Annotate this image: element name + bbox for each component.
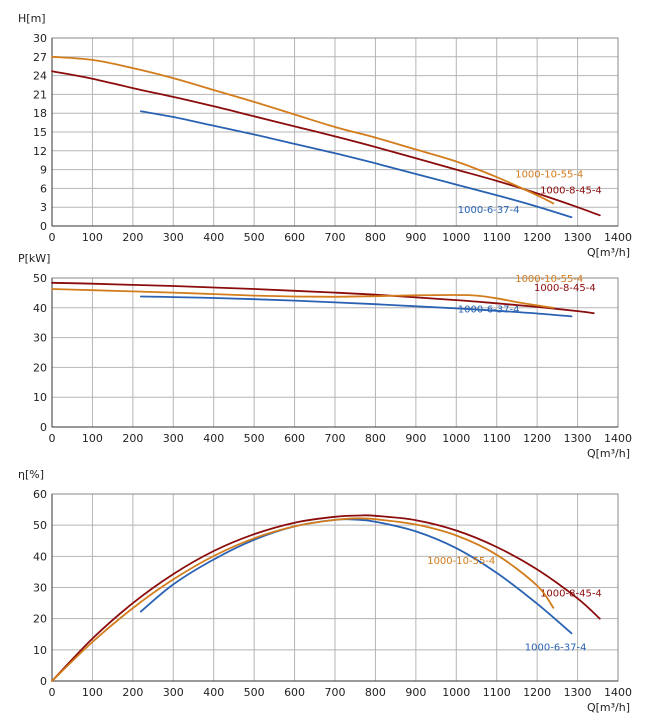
x-axis-label: Q[m³/h] <box>587 246 630 259</box>
x-tick-label: 1100 <box>483 432 511 445</box>
x-tick-label: 1000 <box>442 686 470 699</box>
x-tick-label: 1300 <box>564 231 592 244</box>
y-tick-label: 50 <box>33 519 47 532</box>
y-tick-label: 12 <box>33 145 47 158</box>
y-tick-label: 30 <box>33 582 47 595</box>
y-tick-label: 6 <box>40 182 47 195</box>
x-tick-label: 300 <box>163 432 184 445</box>
x-tick-label: 600 <box>284 432 305 445</box>
series-label-1000-6-37-4: 1000-6-37-4 <box>458 304 520 315</box>
x-tick-label: 1100 <box>483 231 511 244</box>
x-tick-label: 0 <box>49 432 56 445</box>
series-label-1000-6-37-4: 1000-6-37-4 <box>458 205 520 216</box>
x-tick-label: 900 <box>405 231 426 244</box>
x-tick-label: 800 <box>365 686 386 699</box>
x-tick-label: 100 <box>82 231 103 244</box>
y-tick-label: 9 <box>40 164 47 177</box>
series-line-1000-10-55-4 <box>51 517 555 682</box>
x-tick-label: 200 <box>122 432 143 445</box>
series-label-1000-10-55-4: 1000-10-55-4 <box>427 556 495 567</box>
y-tick-label: 21 <box>33 88 47 101</box>
x-tick-label: 1400 <box>604 432 632 445</box>
x-tick-label: 300 <box>163 686 184 699</box>
y-tick-label: 15 <box>33 126 47 139</box>
x-tick-label: 100 <box>82 432 103 445</box>
x-axis-label: Q[m³/h] <box>587 701 630 714</box>
chart-head: 0 100 200 300 400 500 600 700 800 900 1000 1100 1200… <box>18 12 632 259</box>
y-tick-label: 0 <box>40 220 47 233</box>
x-tick-label: 400 <box>203 432 224 445</box>
series-line-1000-10-55-4 <box>51 288 555 309</box>
y-tick-label: 30 <box>33 32 47 45</box>
x-tick-label: 800 <box>365 231 386 244</box>
y-tick-label: 40 <box>33 302 47 315</box>
x-tick-label: 0 <box>49 231 56 244</box>
y-tick-label: 27 <box>33 51 47 64</box>
x-tick-label: 1400 <box>604 686 632 699</box>
x-tick-label: 800 <box>365 432 386 445</box>
y-tick-label: 10 <box>33 391 47 404</box>
series-line-1000-8-45-4 <box>51 70 601 217</box>
x-tick-label: 0 <box>49 686 56 699</box>
x-tick-label: 300 <box>163 231 184 244</box>
x-tick-label: 500 <box>244 432 265 445</box>
x-tick-label: 700 <box>325 686 346 699</box>
y-tick-label: 20 <box>33 613 47 626</box>
series-line-1000-8-45-4 <box>51 514 601 682</box>
series-label-1000-8-45-4: 1000-8-45-4 <box>540 589 602 600</box>
x-tick-label: 200 <box>122 686 143 699</box>
x-axis-label: Q[m³/h] <box>587 447 630 460</box>
y-tick-label: 40 <box>33 550 47 563</box>
x-tick-label: 600 <box>284 686 305 699</box>
x-tick-label: 400 <box>203 231 224 244</box>
x-tick-label: 400 <box>203 686 224 699</box>
y-tick-label: 0 <box>40 675 47 688</box>
x-tick-label: 1000 <box>442 432 470 445</box>
y-tick-label: 50 <box>33 272 47 285</box>
y-tick-label: 3 <box>40 201 47 214</box>
x-tick-label: 900 <box>405 432 426 445</box>
y-tick-label: 10 <box>33 644 47 657</box>
x-tick-label: 700 <box>325 432 346 445</box>
y-tick-label: 18 <box>33 107 47 120</box>
x-tick-label: 500 <box>244 686 265 699</box>
series-line-1000-6-37-4 <box>140 295 573 318</box>
x-tick-label: 500 <box>244 231 265 244</box>
x-tick-label: 1200 <box>523 231 551 244</box>
x-tick-label: 1300 <box>564 686 592 699</box>
series-label-1000-6-37-4: 1000-6-37-4 <box>525 642 587 653</box>
series-label-1000-10-55-4: 1000-10-55-4 <box>515 274 583 285</box>
y-tick-label: 30 <box>33 332 47 345</box>
x-tick-label: 1100 <box>483 686 511 699</box>
x-tick-label: 100 <box>82 686 103 699</box>
x-tick-label: 1200 <box>523 686 551 699</box>
y-tick-label: 20 <box>33 361 47 374</box>
y-axis-label: η[%] <box>18 468 44 481</box>
x-tick-label: 200 <box>122 231 143 244</box>
series-label-1000-8-45-4: 1000-8-45-4 <box>534 283 596 294</box>
series-label-1000-10-55-4: 1000-10-55-4 <box>515 169 583 180</box>
x-tick-label: 1200 <box>523 432 551 445</box>
series-line-1000-6-37-4 <box>140 110 573 219</box>
x-tick-label: 700 <box>325 231 346 244</box>
series-line-1000-10-55-4 <box>51 55 555 205</box>
series-line-1000-8-45-4 <box>51 281 595 315</box>
series-label-1000-8-45-4: 1000-8-45-4 <box>540 185 602 196</box>
x-tick-label: 1300 <box>564 432 592 445</box>
x-tick-label: 1000 <box>442 231 470 244</box>
series-line-1000-6-37-4 <box>140 518 573 635</box>
y-axis-label: P[kW] <box>18 252 50 265</box>
y-tick-label: 0 <box>40 421 47 434</box>
x-tick-label: 600 <box>284 231 305 244</box>
y-tick-label: 60 <box>33 488 47 501</box>
x-tick-label: 1400 <box>604 231 632 244</box>
chart-power: 0 100 200 300 400 500 600 700 800 900 1000 1100 1200… <box>18 252 632 460</box>
y-tick-label: 24 <box>33 70 47 83</box>
chart-efficiency: 0 100 200 300 400 500 600 700 800 900 1000 1100 1200… <box>18 468 632 714</box>
x-tick-label: 900 <box>405 686 426 699</box>
y-axis-label: H[m] <box>18 12 46 25</box>
